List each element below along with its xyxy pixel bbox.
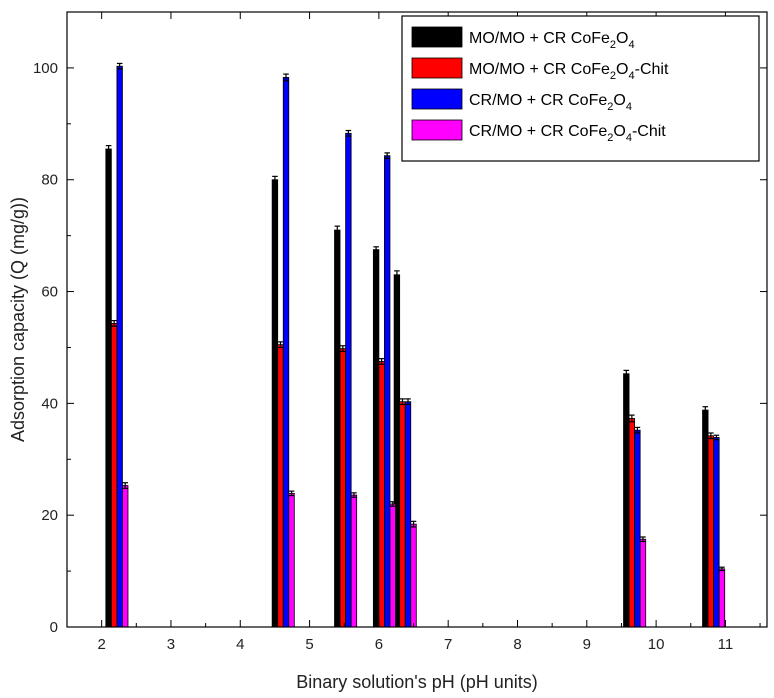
x-tick-label: 6 [375, 636, 383, 653]
bar-s2-p6 [628, 418, 636, 628]
legend-label-1: MO/MO + CR CoFe2O4 [469, 30, 635, 51]
legend-swatch-3 [411, 88, 463, 110]
y-tick-label: 60 [41, 284, 58, 301]
bar-s4-p7 [718, 568, 726, 628]
error-bar-s4-p7 [719, 566, 725, 572]
error-bar-s4-p1 [122, 482, 128, 489]
error-bar-s1-p7 [702, 406, 709, 415]
error-bar-s2-p3 [340, 345, 346, 352]
error-bar-s2-p7 [708, 432, 714, 440]
error-bar-s1-p5 [394, 270, 400, 280]
bar-s3-p3 [345, 132, 352, 628]
bar-s4-p4 [389, 503, 396, 628]
x-tick-label: 4 [236, 636, 244, 653]
y-axis-title: Adsorption capacity (Q (mg/g)) [8, 197, 28, 442]
bar-s2-p1 [110, 323, 118, 628]
bar-s1-p7 [702, 409, 709, 628]
plot-frame [66, 11, 768, 628]
bar-s4-p2 [288, 492, 295, 628]
error-bar-s3-p6 [634, 426, 641, 434]
bar-s4-p1 [122, 485, 129, 628]
bar-s4-p6 [639, 538, 647, 628]
error-bar-s1-p1 [105, 145, 112, 153]
bar-s4-p3 [350, 494, 358, 628]
x-tick-label: 9 [583, 636, 591, 653]
error-bar-s2-p6 [629, 414, 635, 423]
legend-swatch-4 [411, 119, 463, 141]
bar-s2-p5 [399, 401, 406, 628]
error-bar-s3-p7 [713, 434, 720, 441]
bar-s3-p2 [282, 77, 290, 628]
x-tick-label: 7 [444, 636, 452, 653]
y-tick-label: 100 [33, 60, 58, 77]
error-bar-s3-p3 [345, 129, 352, 137]
x-tick-label: 11 [718, 636, 734, 653]
error-bar-s4-p2 [288, 490, 295, 497]
legend-swatch-2 [411, 57, 463, 79]
x-tick-label: 2 [97, 636, 105, 653]
legend-label-4: CR/MO + CR CoFe2O4-Chit [469, 123, 666, 144]
bar-s1-p1 [105, 148, 112, 628]
bar-s1-p4 [372, 249, 380, 628]
y-tick-label: 0 [50, 619, 58, 636]
plot-area [105, 62, 726, 628]
error-bar-s1-p2 [272, 175, 278, 184]
x-tick-label: 5 [305, 636, 313, 653]
error-bar-s2-p2 [277, 341, 284, 349]
error-bar-s2-p1 [111, 320, 117, 327]
error-bar-s3-p1 [116, 62, 123, 70]
error-bar-s4-p6 [640, 536, 646, 543]
x-axis-title: Binary solution's pH (pH units) [296, 672, 538, 692]
error-bar-s1-p3 [334, 225, 341, 235]
bar-s3-p6 [634, 429, 641, 628]
bar-s1-p2 [271, 179, 279, 628]
x-tick-label: 3 [167, 636, 175, 653]
bar-s2-p2 [277, 344, 284, 628]
legend-label-3: CR/MO + CR CoFe2O4 [469, 92, 632, 113]
y-tick-label: 80 [41, 172, 58, 189]
error-bar-s1-p4 [373, 246, 379, 254]
bar-s3-p5 [404, 401, 412, 628]
error-bar-s2-p4 [378, 358, 385, 365]
bar-s1-p6 [623, 373, 630, 628]
error-bar-s4-p4 [389, 501, 396, 507]
bar-s2-p7 [707, 435, 715, 628]
error-bar-s1-p6 [623, 369, 630, 378]
y-tick-label: 20 [41, 507, 58, 524]
error-bar-s3-p4 [384, 152, 390, 160]
error-bar-s4-p5 [410, 520, 417, 528]
bar-s3-p1 [116, 65, 123, 628]
x-tick-label: 8 [513, 636, 521, 653]
axes: 2 3 4 5 6 7 8 9 10 11 0 20 40 60 80 100 [33, 11, 768, 653]
error-bar-s3-p5 [405, 398, 411, 406]
bar-s3-p7 [713, 437, 720, 628]
bar-s4-p5 [410, 523, 417, 628]
legend-label-2: MO/MO + CR CoFe2O4-Chit [469, 61, 669, 82]
x-tick-label: 10 [648, 636, 665, 653]
bar-s3-p4 [384, 155, 391, 628]
error-bar-s4-p3 [351, 492, 357, 498]
legend-swatch-1 [411, 26, 463, 48]
legend: MO/MO + CR CoFe2O4 MO/MO + CR CoFe2O4-Chi… [401, 15, 760, 162]
bar-s1-p3 [334, 229, 341, 628]
bar-s2-p3 [339, 348, 347, 628]
bar-s2-p4 [378, 361, 385, 628]
y-tick-label: 40 [41, 395, 58, 412]
error-bar-s2-p5 [399, 398, 406, 406]
error-bar-s3-p2 [283, 73, 289, 82]
